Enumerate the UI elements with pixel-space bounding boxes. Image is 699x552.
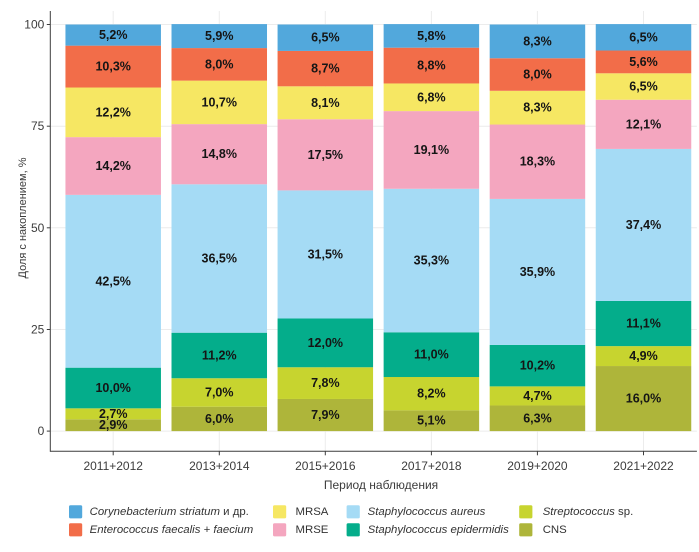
svg-text:8,2%: 8,2% <box>417 387 446 401</box>
svg-text:37,4%: 37,4% <box>626 218 661 232</box>
svg-text:75: 75 <box>31 119 45 133</box>
svg-text:8,1%: 8,1% <box>311 96 340 110</box>
svg-text:6,5%: 6,5% <box>629 80 658 94</box>
svg-text:2017+2018: 2017+2018 <box>401 459 462 473</box>
svg-text:2019+2020: 2019+2020 <box>507 459 568 473</box>
svg-text:12,2%: 12,2% <box>95 105 130 119</box>
svg-text:6,3%: 6,3% <box>523 411 552 425</box>
svg-text:42,5%: 42,5% <box>95 274 130 288</box>
svg-text:6,8%: 6,8% <box>417 90 446 104</box>
svg-text:35,3%: 35,3% <box>414 254 449 268</box>
svg-text:18,3%: 18,3% <box>520 155 555 169</box>
svg-text:8,7%: 8,7% <box>311 62 340 76</box>
svg-text:10,0%: 10,0% <box>95 381 130 395</box>
svg-text:10,7%: 10,7% <box>202 95 237 109</box>
svg-text:2,7%: 2,7% <box>99 407 128 421</box>
svg-text:5,2%: 5,2% <box>99 28 128 42</box>
svg-text:2015+2016: 2015+2016 <box>295 459 356 473</box>
svg-text:16,0%: 16,0% <box>626 392 661 406</box>
svg-text:12,1%: 12,1% <box>626 117 661 131</box>
svg-text:8,0%: 8,0% <box>523 68 552 82</box>
svg-text:100: 100 <box>24 18 44 32</box>
svg-text:31,5%: 31,5% <box>308 247 343 261</box>
svg-text:6,0%: 6,0% <box>205 412 234 426</box>
svg-text:5,1%: 5,1% <box>417 414 446 428</box>
svg-text:4,7%: 4,7% <box>523 389 552 403</box>
svg-text:2,9%: 2,9% <box>99 418 128 432</box>
svg-text:5,9%: 5,9% <box>205 29 234 43</box>
svg-text:11,1%: 11,1% <box>626 317 661 331</box>
svg-text:14,8%: 14,8% <box>202 147 237 161</box>
svg-text:8,3%: 8,3% <box>523 34 552 48</box>
svg-text:7,0%: 7,0% <box>205 385 234 399</box>
svg-text:19,1%: 19,1% <box>414 143 449 157</box>
svg-text:2021+2022: 2021+2022 <box>613 459 674 473</box>
svg-text:CNS: CNS <box>543 524 567 536</box>
svg-text:14,2%: 14,2% <box>95 159 130 173</box>
svg-text:50: 50 <box>31 221 45 235</box>
svg-text:11,0%: 11,0% <box>414 348 449 362</box>
svg-text:25: 25 <box>31 323 45 337</box>
svg-text:6,5%: 6,5% <box>629 30 658 44</box>
svg-text:Enterococcus faecalis + faeciu: Enterococcus faecalis + faecium <box>90 524 254 536</box>
svg-text:MRSA: MRSA <box>296 506 329 518</box>
svg-text:Staphylococcus epidermidis: Staphylococcus epidermidis <box>368 524 509 536</box>
svg-text:7,9%: 7,9% <box>311 408 340 422</box>
svg-text:17,5%: 17,5% <box>308 148 343 162</box>
svg-text:5,8%: 5,8% <box>417 29 446 43</box>
svg-text:Streptococcus sp.: Streptococcus sp. <box>543 506 634 518</box>
svg-text:8,8%: 8,8% <box>417 59 446 73</box>
svg-text:Период наблюдения: Период наблюдения <box>324 478 438 492</box>
svg-text:8,3%: 8,3% <box>523 101 552 115</box>
svg-text:2013+2014: 2013+2014 <box>189 459 250 473</box>
svg-text:Corynebacterium striatum и др.: Corynebacterium striatum и др. <box>90 506 249 518</box>
svg-text:Доля с накоплением, %: Доля с накоплением, % <box>17 157 29 278</box>
svg-text:12,0%: 12,0% <box>308 336 343 350</box>
svg-text:0: 0 <box>38 424 45 438</box>
svg-text:5,6%: 5,6% <box>629 55 658 69</box>
svg-text:Staphylococcus aureus: Staphylococcus aureus <box>368 506 486 518</box>
svg-text:2011+2012: 2011+2012 <box>83 459 143 473</box>
svg-text:7,8%: 7,8% <box>311 376 340 390</box>
svg-text:6,5%: 6,5% <box>311 31 340 45</box>
svg-text:10,2%: 10,2% <box>520 359 555 373</box>
svg-text:10,3%: 10,3% <box>95 60 130 74</box>
svg-text:MRSE: MRSE <box>296 524 329 536</box>
svg-text:8,0%: 8,0% <box>205 57 234 71</box>
svg-text:11,2%: 11,2% <box>202 348 237 362</box>
svg-text:4,9%: 4,9% <box>629 349 658 363</box>
svg-text:35,9%: 35,9% <box>520 265 555 279</box>
svg-text:36,5%: 36,5% <box>202 252 237 266</box>
